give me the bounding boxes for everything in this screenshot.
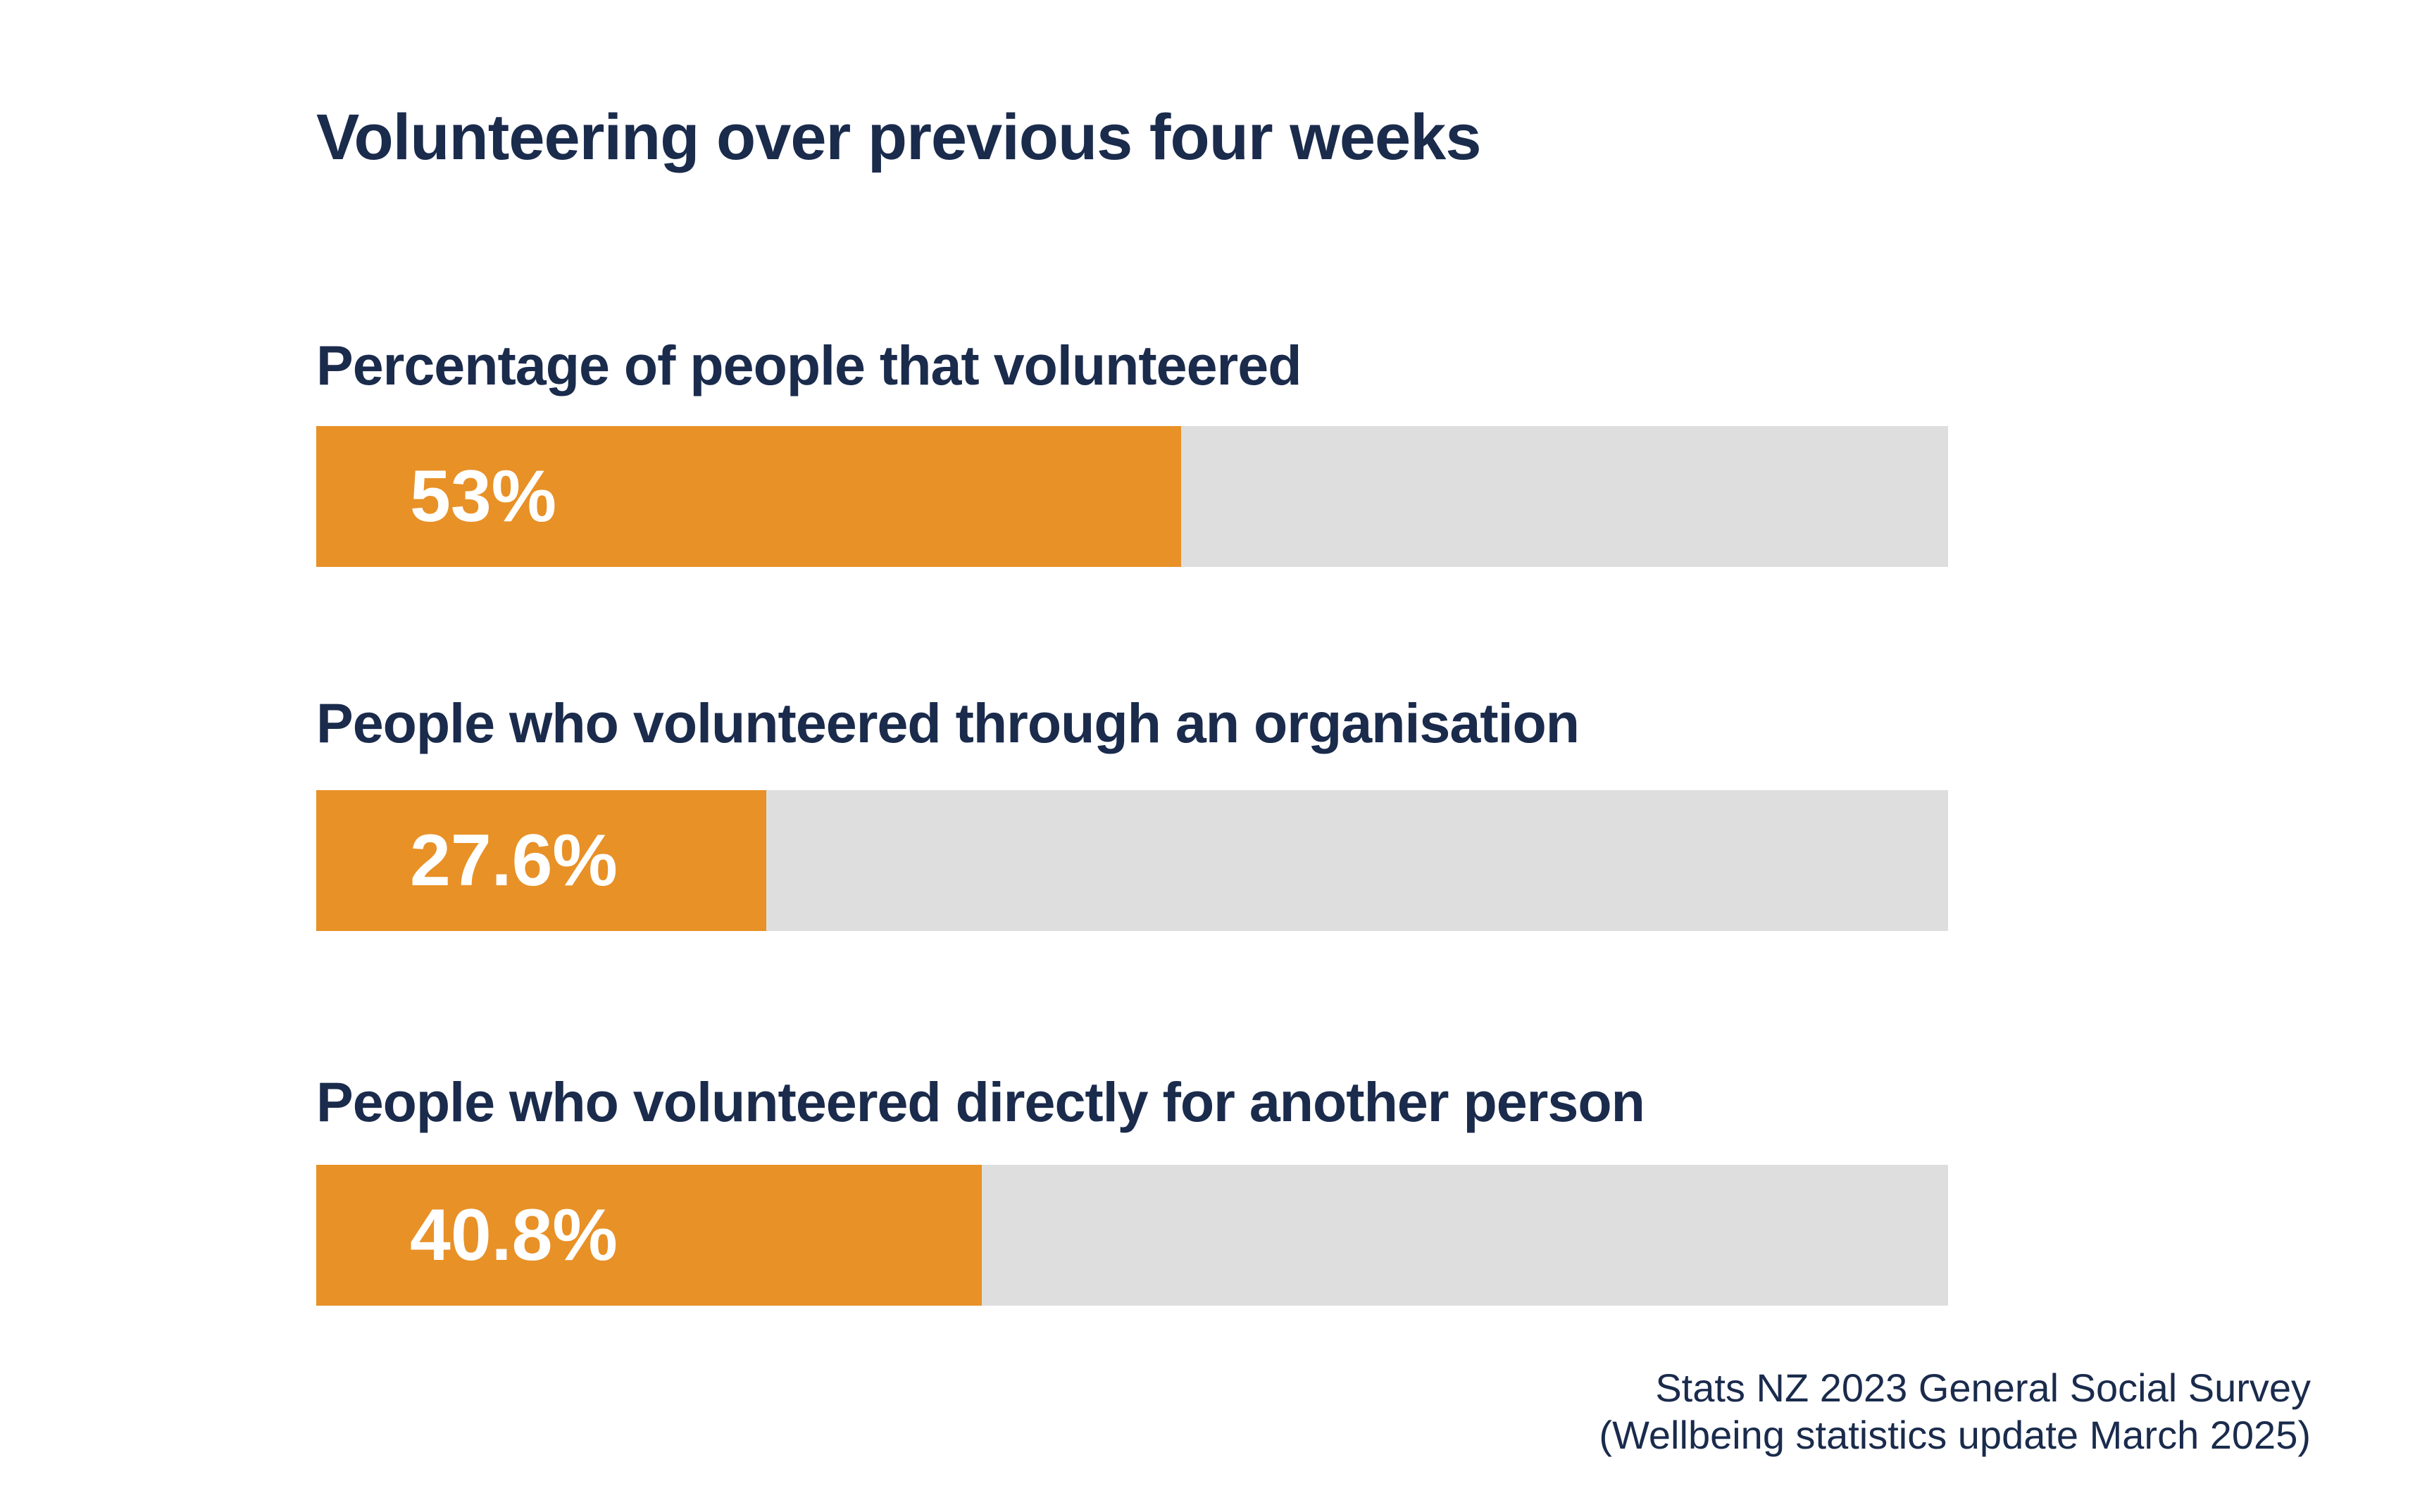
chart-title: Volunteering over previous four weeks [316, 101, 1481, 173]
bar-track-another-person: 40.8% [316, 1165, 1948, 1306]
bar-fill-another-person [316, 1165, 982, 1306]
source-line-1: Stats NZ 2023 General Social Survey [1655, 1366, 2311, 1410]
bar-track-volunteered: 53% [316, 426, 1948, 567]
bar-value-another-person: 40.8% [410, 1194, 618, 1276]
bar-value-organisation: 27.6% [410, 819, 618, 901]
bar-label-another-person: People who volunteered directly for anot… [316, 1070, 1645, 1133]
bar-value-volunteered: 53% [410, 455, 557, 537]
bar-fill-volunteered [316, 426, 1181, 567]
bar-label-volunteered: Percentage of people that volunteered [316, 334, 1302, 396]
source-note: Stats NZ 2023 General Social Survey (Wel… [1599, 1364, 2311, 1458]
bar-fill-organisation [316, 790, 767, 931]
bar-track-organisation: 27.6% [316, 790, 1948, 931]
bar-label-organisation: People who volunteered through an organi… [316, 692, 1580, 754]
source-line-2: (Wellbeing statistics update March 2025) [1599, 1413, 2311, 1457]
